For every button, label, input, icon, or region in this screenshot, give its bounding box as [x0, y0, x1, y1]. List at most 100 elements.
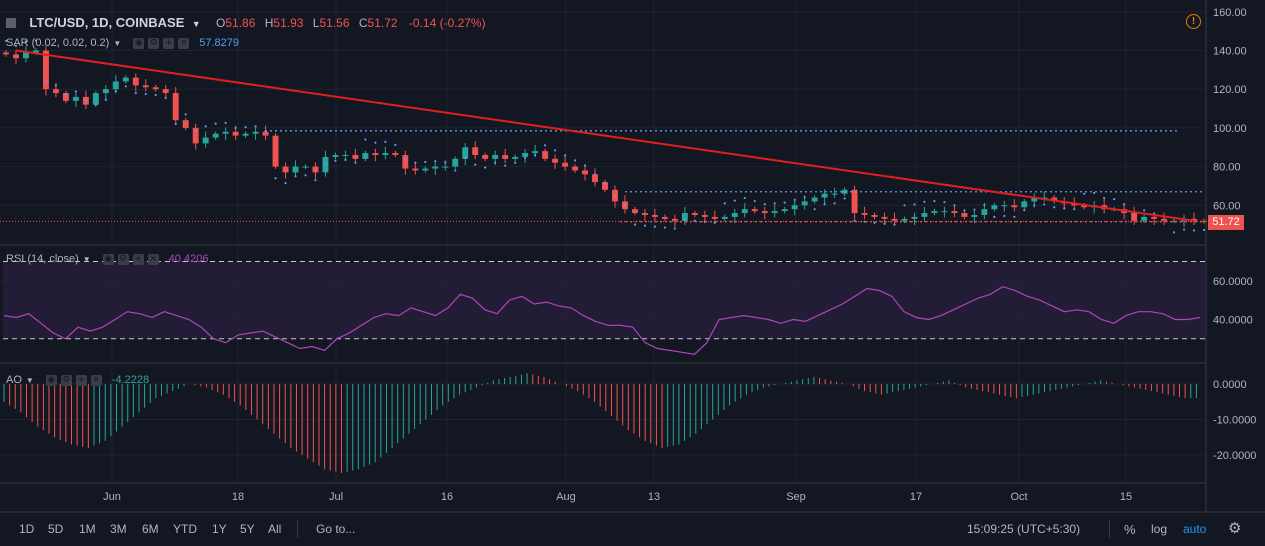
sar-dot — [534, 153, 537, 157]
candle-body — [871, 214, 878, 217]
candle-body — [342, 154, 349, 156]
sar-dot — [1093, 191, 1096, 195]
gear-icon[interactable]: ⚙ — [1228, 519, 1242, 537]
toolbar-divider — [1109, 520, 1110, 538]
candle-body — [532, 151, 539, 154]
candle-body — [1041, 197, 1048, 199]
timeframe-5y[interactable]: 5Y — [240, 522, 255, 536]
timeframe-5d[interactable]: 5D — [48, 522, 64, 536]
candle-body — [841, 189, 848, 194]
ao-label[interactable]: AO — [6, 374, 22, 386]
settings-icon[interactable]: ⚙ — [117, 253, 129, 265]
price-tick-label: 60.00 — [1213, 200, 1241, 212]
warning-icon[interactable]: ! — [1186, 14, 1201, 29]
sar-dot — [344, 158, 347, 161]
sar-dot — [913, 203, 916, 206]
ao-tick-label: 0.0000 — [1213, 379, 1247, 391]
eye-icon[interactable]: ◉ — [102, 253, 114, 265]
eye-icon[interactable]: ◉ — [133, 37, 145, 49]
close-icon[interactable]: × — [147, 253, 159, 265]
add-icon[interactable]: + — [75, 374, 87, 386]
percent-toggle[interactable]: % — [1124, 522, 1136, 537]
auto-toggle[interactable]: auto — [1183, 522, 1207, 536]
symbol-flag-icon[interactable] — [6, 18, 16, 28]
sar-label[interactable]: SAR (0.02, 0.02, 0.2) — [6, 37, 110, 49]
sar-dot — [583, 164, 587, 167]
candle-body — [102, 89, 109, 94]
timeframe-1m[interactable]: 1M — [79, 522, 96, 536]
sar-dot — [354, 161, 357, 164]
candle-body — [482, 154, 489, 159]
timeframe-6m[interactable]: 6M — [142, 522, 159, 536]
add-icon[interactable]: + — [132, 253, 144, 265]
sar-dot — [484, 166, 487, 169]
ao-dropdown-icon[interactable]: ▼ — [25, 375, 34, 385]
candle-body — [42, 50, 49, 90]
time-tick-label: 17 — [910, 491, 922, 503]
symbol-dropdown-icon[interactable]: ▼ — [191, 19, 201, 29]
sar-dot — [643, 224, 647, 227]
eye-icon[interactable]: ◉ — [45, 374, 57, 386]
candle-body — [202, 137, 209, 144]
candle-body — [242, 133, 249, 136]
candle-body — [811, 197, 818, 202]
timeframe-ytd[interactable]: YTD — [173, 522, 197, 536]
candle-body — [1021, 201, 1028, 208]
sar-dropdown-icon[interactable]: ▼ — [113, 38, 122, 48]
sar-dot — [903, 204, 906, 207]
settings-icon[interactable]: ⚙ — [148, 37, 160, 49]
candle-body — [781, 209, 788, 212]
sar-dot — [124, 85, 127, 88]
sar-dot — [1182, 228, 1186, 231]
candle-body — [152, 87, 159, 90]
candle-body — [761, 211, 768, 214]
candle-body — [941, 211, 948, 213]
chart-header: LTC/USD, 1D, COINBASE ▼ O51.86 H51.93 L5… — [6, 15, 486, 30]
timeframe-1d[interactable]: 1D — [19, 522, 35, 536]
sar-dot — [274, 177, 277, 180]
log-toggle[interactable]: log — [1151, 522, 1168, 536]
sar-dot — [324, 162, 327, 165]
sar-dot — [164, 96, 167, 100]
candle-body — [711, 216, 718, 219]
sar-dot — [434, 160, 437, 163]
candle-body — [332, 154, 339, 157]
candle-body — [931, 211, 938, 214]
candle-body — [831, 193, 838, 195]
sar-dot — [64, 93, 67, 96]
sar-dot — [1192, 229, 1196, 232]
sar-dot — [144, 92, 147, 96]
price-tick-label: 160.00 — [1213, 7, 1247, 19]
symbol-title[interactable]: LTC/USD, 1D, COINBASE — [29, 15, 185, 30]
close-icon[interactable]: × — [90, 374, 102, 386]
candle-body — [981, 209, 988, 215]
timeframe-3m[interactable]: 3M — [110, 522, 127, 536]
candle-body — [1141, 216, 1148, 221]
sar-dot — [1073, 208, 1076, 211]
candle-body — [112, 81, 119, 90]
close-label: C — [358, 16, 368, 30]
sar-dot — [593, 173, 597, 176]
sar-dot — [394, 143, 397, 147]
trendline — [15, 49, 1195, 222]
timeframe-all[interactable]: All — [268, 522, 282, 536]
candle-body — [13, 54, 19, 59]
time-tick-label: Oct — [1010, 491, 1027, 503]
sar-dot — [833, 202, 836, 205]
sar-dot — [404, 158, 407, 161]
candle-body — [312, 166, 319, 173]
settings-icon[interactable]: ⚙ — [60, 374, 72, 386]
add-icon[interactable]: + — [163, 37, 175, 49]
timeframe-1y[interactable]: 1Y — [212, 522, 227, 536]
goto-button[interactable]: Go to... — [316, 522, 356, 536]
candle-body — [651, 214, 658, 217]
candle-body — [72, 96, 79, 101]
rsi-label[interactable]: RSI (14, close) — [6, 253, 79, 265]
bottom-toolbar: 1D 5D 1M 3M 6M YTD 1Y 5Y All Go to... 15… — [0, 515, 1265, 546]
sar-dot — [973, 208, 976, 211]
sar-dot — [843, 197, 846, 200]
sar-dot — [184, 113, 187, 116]
close-icon[interactable]: × — [178, 37, 190, 49]
sar-dot — [244, 126, 247, 129]
rsi-dropdown-icon[interactable]: ▼ — [82, 254, 91, 264]
